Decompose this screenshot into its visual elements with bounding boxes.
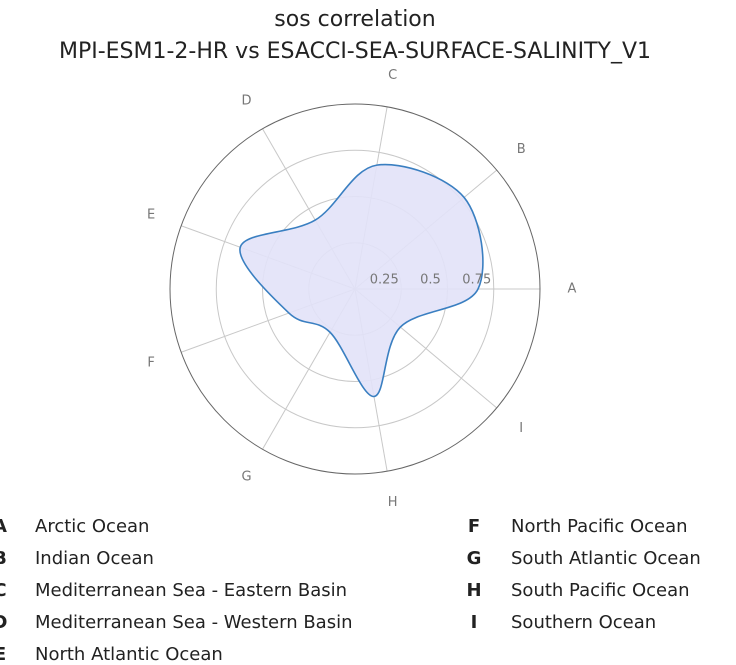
legend-label: Indian Ocean — [35, 548, 154, 569]
legend-key: E — [0, 644, 6, 665]
category-label: F — [147, 356, 154, 371]
legend-label: North Pacific Ocean — [511, 516, 688, 537]
r-tick-label: 0.5 — [420, 273, 441, 288]
legend-label: North Atlantic Ocean — [35, 644, 223, 665]
legend-key: D — [0, 612, 7, 633]
legend-label: Arctic Ocean — [35, 516, 149, 537]
legend-key: A — [0, 516, 7, 537]
category-label: I — [519, 421, 523, 436]
legend-label: Mediterranean Sea - Eastern Basin — [35, 580, 347, 601]
category-label: C — [388, 68, 397, 83]
category-label: A — [568, 282, 577, 297]
outer-ring — [169, 103, 541, 475]
legend-label: South Pacific Ocean — [511, 580, 690, 601]
legend-key: C — [0, 580, 7, 601]
r-tick-label: 0.25 — [370, 273, 399, 288]
category-label: B — [517, 142, 526, 157]
legend-label: Southern Ocean — [511, 612, 656, 633]
legend-key: F — [468, 516, 480, 537]
chart-title: sos correlation — [274, 7, 435, 32]
legend-key: H — [466, 580, 481, 601]
legend-key: B — [0, 548, 7, 569]
radar-area — [239, 163, 484, 398]
chart-subtitle: MPI-ESM1-2-HR vs ESACCI-SEA-SURFACE-SALI… — [59, 39, 651, 64]
category-label: D — [241, 94, 251, 109]
legend-key: I — [471, 612, 478, 633]
category-label: H — [388, 495, 398, 510]
legend-key: G — [467, 548, 482, 569]
legend-label: South Atlantic Ocean — [511, 548, 701, 569]
r-tick-label: 0.75 — [462, 273, 491, 288]
category-label: G — [241, 469, 251, 484]
legend-label: Mediterranean Sea - Western Basin — [35, 612, 353, 633]
category-label: E — [147, 207, 155, 222]
